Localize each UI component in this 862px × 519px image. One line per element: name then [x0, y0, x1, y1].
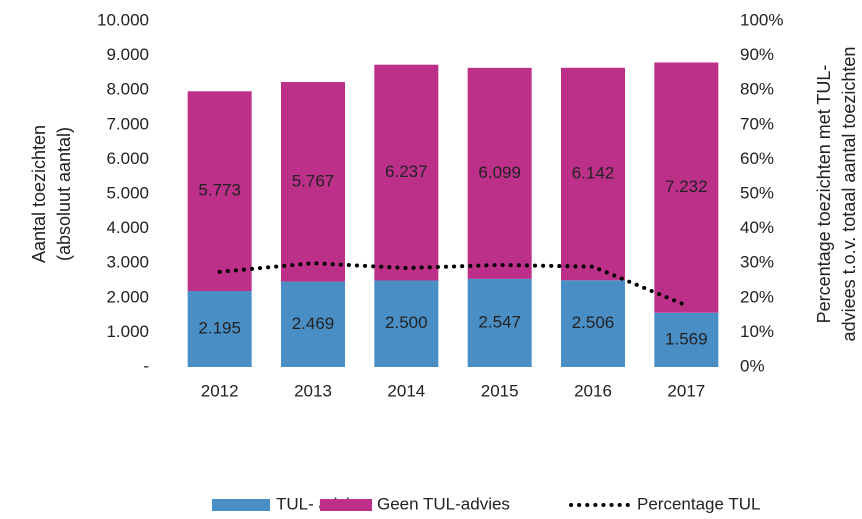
data-label: 2.500	[385, 313, 428, 332]
y2-tick-label: 100%	[740, 10, 783, 29]
bar	[467, 67, 532, 279]
data-label: 2.547	[478, 312, 521, 331]
y2-tick-label: 10%	[740, 322, 774, 341]
y2-tick-label: 80%	[740, 80, 774, 99]
bar	[467, 278, 532, 367]
data-label: 2.195	[198, 319, 241, 338]
data-label: 5.773	[198, 181, 241, 200]
y2-tick-label: 70%	[740, 114, 774, 133]
legend-label: Percentage TUL	[637, 494, 760, 513]
bar	[187, 291, 252, 367]
data-label: 2.469	[292, 314, 335, 333]
data-label: 6.237	[385, 162, 428, 181]
bar	[187, 91, 252, 292]
bar	[654, 62, 719, 313]
x-tick-label: 2014	[387, 381, 425, 400]
y-tick-label: 4.000	[106, 218, 149, 237]
bar	[561, 280, 625, 367]
y-tick-label: 1.000	[106, 322, 149, 341]
y-tick-label: 5.000	[106, 183, 149, 202]
y2-tick-label: 0%	[740, 356, 765, 375]
legend-swatch	[212, 499, 270, 511]
y-tick-label: 7.000	[106, 114, 149, 133]
x-tick-label: 2015	[481, 381, 519, 400]
x-tick-label: 2012	[201, 381, 239, 400]
y2-axis-title: adviees t.o.v. totaal aantal toezichten	[839, 47, 859, 342]
y2-tick-label: 90%	[740, 45, 774, 64]
y-axis-title: (absoluut aantal)	[54, 127, 74, 261]
bar	[654, 312, 719, 367]
line-series	[217, 261, 689, 308]
y2-tick-label: 30%	[740, 253, 774, 272]
data-label: 6.142	[572, 164, 615, 183]
y-tick-label: 6.000	[106, 149, 149, 168]
bar	[281, 82, 345, 282]
y-tick-label: 3.000	[106, 253, 149, 272]
bar	[374, 64, 439, 281]
bar	[561, 67, 625, 281]
x-tick-label: 2016	[574, 381, 612, 400]
data-label: 2.506	[572, 313, 615, 332]
y2-tick-label: 60%	[740, 149, 774, 168]
data-label: 1.569	[665, 329, 708, 348]
legend-swatch	[320, 499, 372, 511]
legend-label: Geen TUL-advies	[377, 494, 510, 513]
data-label: 6.099	[478, 163, 521, 182]
y-tick-label: -	[143, 356, 149, 375]
data-label: 5.767	[292, 171, 335, 190]
y2-tick-label: 20%	[740, 287, 774, 306]
bar	[374, 280, 439, 367]
y2-axis-title: Percentage toezichten met TUL-	[814, 65, 834, 324]
y2-tick-label: 40%	[740, 218, 774, 237]
y-tick-label: 2.000	[106, 287, 149, 306]
y2-tick-label: 50%	[740, 183, 774, 202]
x-tick-label: 2013	[294, 381, 332, 400]
y-tick-label: 9.000	[106, 45, 149, 64]
data-label: 7.232	[665, 177, 708, 196]
bar	[281, 281, 345, 367]
y-tick-label: 10.000	[97, 10, 149, 29]
y-tick-label: 8.000	[106, 80, 149, 99]
y-axis-title: Aantal toezichten	[29, 125, 49, 263]
x-tick-label: 2017	[667, 381, 705, 400]
